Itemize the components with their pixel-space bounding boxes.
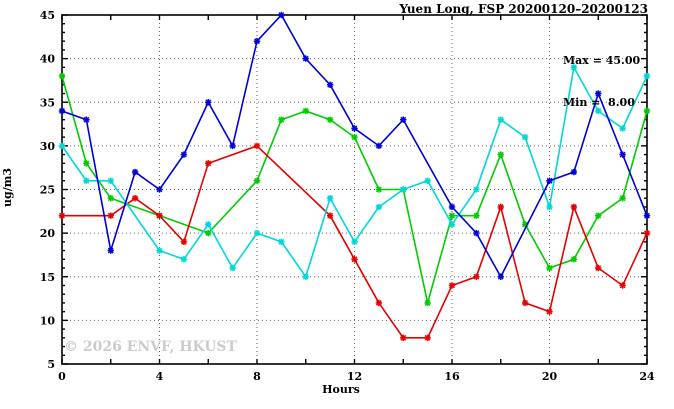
y-tick-label: 5 [47, 358, 55, 371]
legend-max-line: Max = 45.00 [563, 54, 641, 67]
y-tick-label: 10 [40, 314, 56, 327]
max-min-legend: Max = 45.00 Min = 8.00 [563, 26, 640, 138]
x-tick-label: 20 [542, 370, 558, 383]
y-tick-label: 45 [40, 9, 55, 22]
y-tick-label: 35 [40, 96, 55, 109]
y-tick-label: 30 [40, 140, 56, 153]
y-axis-title: ug/m3 [1, 168, 14, 207]
x-tick-label: 24 [639, 370, 655, 383]
legend-min-line: Min = 8.00 [563, 96, 635, 109]
x-tick-label: 16 [444, 370, 460, 383]
x-axis-title: Hours [322, 383, 360, 396]
series-cyan-line [61, 64, 648, 279]
y-tick-label: 20 [40, 227, 56, 240]
y-tick-label: 40 [40, 53, 56, 66]
chart-title: Yuen Long, FSP 20200120–20200123 [399, 2, 648, 16]
y-tick-label: 25 [40, 184, 55, 197]
watermark: © 2026 ENVF, HKUST [64, 339, 237, 355]
plot-border [61, 14, 648, 365]
y-tick-label: 15 [40, 271, 55, 284]
x-tick-label: 12 [347, 370, 362, 383]
series-green-line [61, 75, 648, 304]
x-tick-label: 0 [58, 370, 66, 383]
x-tick-label: 8 [253, 370, 261, 383]
x-tick-label: 4 [156, 370, 164, 383]
